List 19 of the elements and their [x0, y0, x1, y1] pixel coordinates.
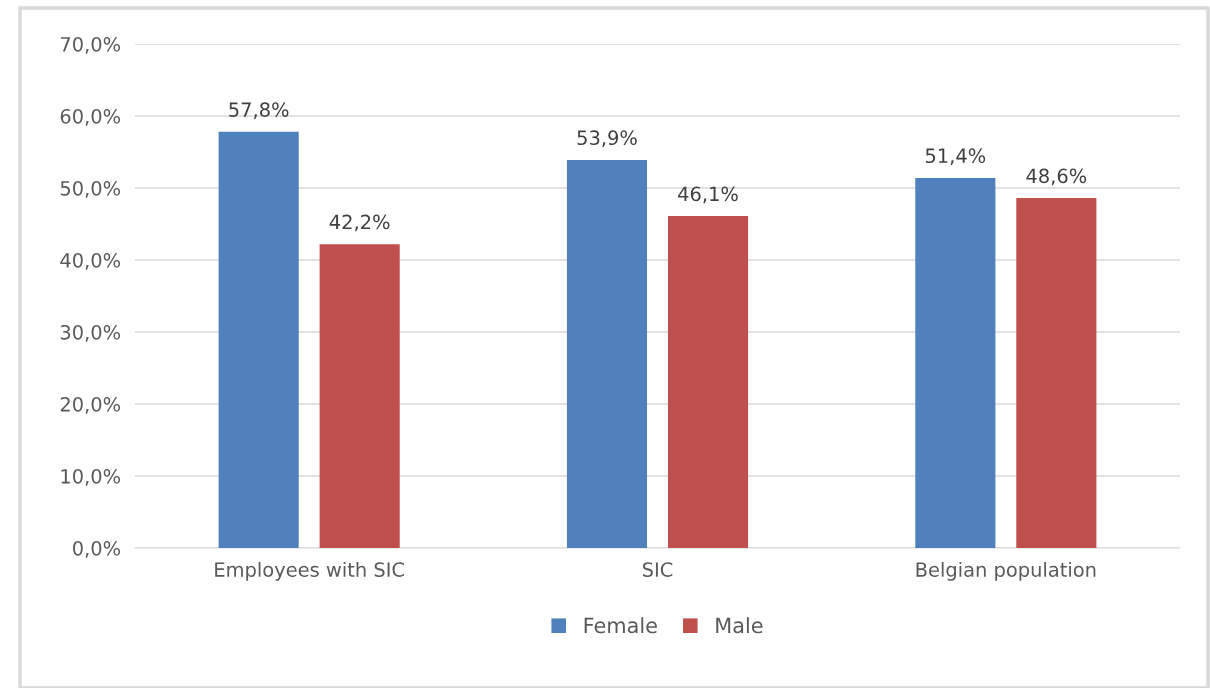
y-tick-label: 20,0%	[60, 396, 121, 414]
y-tick-label: 60,0%	[60, 108, 121, 126]
y-tick-label: 70,0%	[60, 36, 121, 54]
y-tick-label: 40,0%	[60, 252, 121, 270]
legend-label: Male	[716, 617, 763, 634]
y-tick-label: 30,0%	[60, 324, 121, 342]
data-label: 42,2%	[329, 214, 390, 232]
data-label: 51,4%	[925, 148, 986, 166]
y-tick-label: 50,0%	[60, 180, 121, 198]
x-tick-label: Belgian population	[916, 561, 1096, 581]
y-tick-label: 10,0%	[61, 468, 121, 486]
data-label: 57,8%	[229, 102, 289, 119]
legend-label: Female	[584, 617, 657, 634]
x-tick-label: SIC	[642, 562, 673, 577]
x-tick-label: Employees with SIC	[215, 561, 404, 581]
y-tick-label: 0,0%	[73, 540, 121, 558]
data-label: 53,9%	[577, 130, 637, 148]
data-label: 46,1%	[678, 186, 738, 204]
data-label: 48,6%	[1026, 168, 1087, 186]
